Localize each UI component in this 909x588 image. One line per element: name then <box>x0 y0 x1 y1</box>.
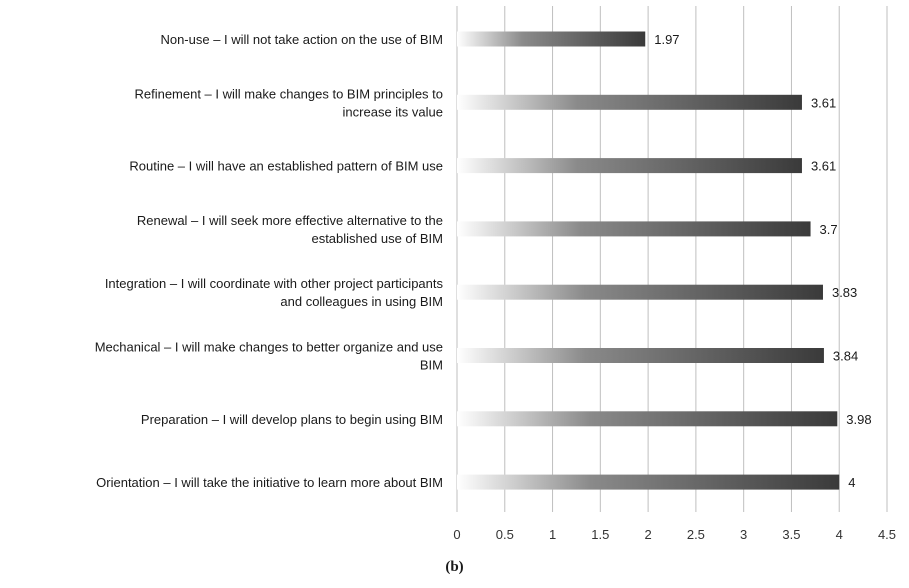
category-label: Renewal – I will seek more effective alt… <box>137 213 443 228</box>
x-axis-ticks: 0 0.5 1 1.5 2 2.5 3 3.5 4 4.5 <box>453 527 896 542</box>
x-tick-label: 3.5 <box>782 527 800 542</box>
category-label: Mechanical – I will make changes to bett… <box>95 340 443 355</box>
bar <box>457 94 802 110</box>
category-labels: Non-use – I will not take action on the … <box>95 32 444 490</box>
bar-value-label: 3.98 <box>846 412 871 427</box>
bar <box>457 31 646 47</box>
bar-value-label: 3.61 <box>811 95 836 110</box>
x-tick-label: 2 <box>644 527 651 542</box>
data-labels: 1.97 3.61 3.61 3.7 3.83 3.84 3.98 4 <box>654 32 871 490</box>
bar-value-label: 3.83 <box>832 285 857 300</box>
bar <box>457 411 838 427</box>
x-tick-label: 0 <box>453 527 460 542</box>
gridlines <box>456 6 888 512</box>
category-label: Routine – I will have an established pat… <box>129 159 443 174</box>
bar <box>457 474 840 490</box>
category-label: Preparation – I will develop plans to be… <box>141 412 443 427</box>
category-label: Orientation – I will take the initiative… <box>96 475 443 490</box>
x-tick-label: 3 <box>740 527 747 542</box>
bar <box>457 221 811 237</box>
bar-chart: 1.97 3.61 3.61 3.7 3.83 3.84 3.98 4 Non-use – I… <box>95 6 896 542</box>
x-tick-label: 4.5 <box>878 527 896 542</box>
bar <box>457 284 823 300</box>
category-label: established use of BIM <box>311 231 443 246</box>
category-label: Integration – I will coordinate with oth… <box>105 276 444 291</box>
x-tick-label: 4 <box>836 527 843 542</box>
x-tick-label: 1.5 <box>591 527 609 542</box>
category-label: BIM <box>420 358 443 373</box>
figure-caption: (b) <box>445 559 464 575</box>
category-label: Refinement – I will make changes to BIM … <box>134 86 443 101</box>
category-label: Non-use – I will not take action on the … <box>160 32 443 47</box>
bar-value-label: 1.97 <box>654 32 679 47</box>
bar <box>457 158 802 174</box>
bar-value-label: 3.7 <box>820 222 838 237</box>
x-tick-label: 1 <box>549 527 556 542</box>
category-label: increase its value <box>343 104 443 119</box>
bar-value-label: 3.84 <box>833 349 858 364</box>
bar-value-label: 4 <box>848 475 855 490</box>
bars <box>457 31 840 490</box>
bar-value-label: 3.61 <box>811 159 836 174</box>
x-tick-label: 0.5 <box>496 527 514 542</box>
category-label: and colleagues in using BIM <box>280 294 443 309</box>
x-tick-label: 2.5 <box>687 527 705 542</box>
bar <box>457 348 824 363</box>
